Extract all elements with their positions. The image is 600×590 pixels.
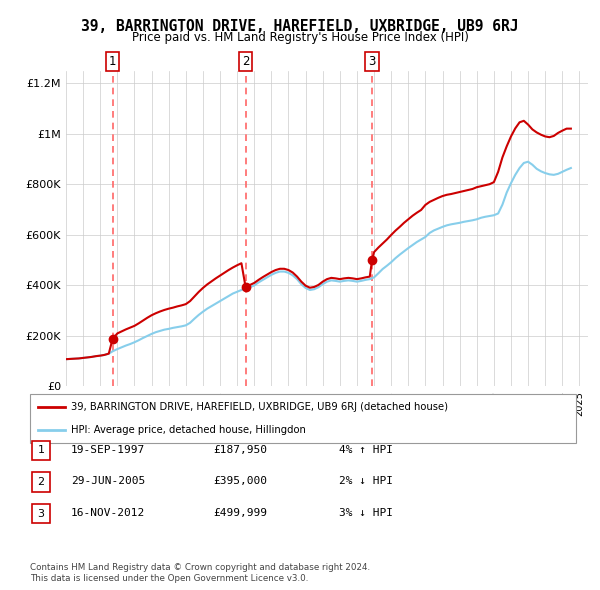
Text: 2% ↓ HPI: 2% ↓ HPI [339,477,393,486]
FancyBboxPatch shape [32,473,50,491]
Text: 3: 3 [368,55,376,68]
FancyBboxPatch shape [32,441,50,460]
Text: 3% ↓ HPI: 3% ↓ HPI [339,509,393,518]
Text: 2: 2 [242,55,249,68]
Text: This data is licensed under the Open Government Licence v3.0.: This data is licensed under the Open Gov… [30,574,308,583]
Text: 39, BARRINGTON DRIVE, HAREFIELD, UXBRIDGE, UB9 6RJ (detached house): 39, BARRINGTON DRIVE, HAREFIELD, UXBRIDG… [71,402,448,412]
Text: 29-JUN-2005: 29-JUN-2005 [71,477,145,486]
Text: 4% ↑ HPI: 4% ↑ HPI [339,445,393,454]
Text: Price paid vs. HM Land Registry's House Price Index (HPI): Price paid vs. HM Land Registry's House … [131,31,469,44]
Text: 2: 2 [38,477,44,487]
Text: 1: 1 [38,445,44,455]
Text: £499,999: £499,999 [213,509,267,518]
Text: £395,000: £395,000 [213,477,267,486]
Text: 3: 3 [38,509,44,519]
Text: 19-SEP-1997: 19-SEP-1997 [71,445,145,454]
FancyBboxPatch shape [32,504,50,523]
Text: 39, BARRINGTON DRIVE, HAREFIELD, UXBRIDGE, UB9 6RJ: 39, BARRINGTON DRIVE, HAREFIELD, UXBRIDG… [81,19,519,34]
Text: HPI: Average price, detached house, Hillingdon: HPI: Average price, detached house, Hill… [71,425,306,435]
Text: 1: 1 [109,55,116,68]
FancyBboxPatch shape [30,394,576,442]
Text: 16-NOV-2012: 16-NOV-2012 [71,509,145,518]
Text: £187,950: £187,950 [213,445,267,454]
Text: Contains HM Land Registry data © Crown copyright and database right 2024.: Contains HM Land Registry data © Crown c… [30,563,370,572]
